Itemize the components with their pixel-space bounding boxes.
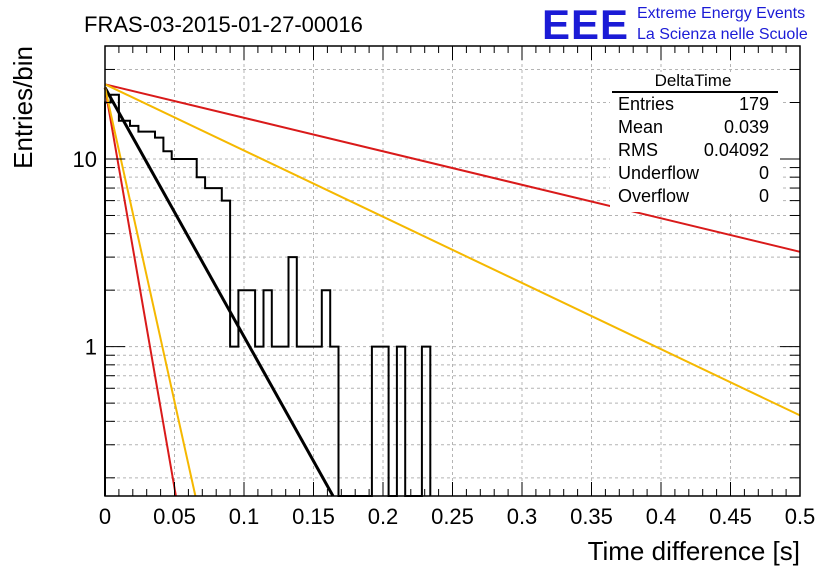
stats-value: 0.039	[724, 117, 769, 137]
x-axis-label: Time difference [s]	[588, 536, 800, 566]
logo-letters: EEE	[542, 1, 629, 48]
fit-line-1	[103, 86, 335, 497]
histogram-outline	[104, 93, 432, 497]
x-tick-label: 0.05	[153, 504, 196, 529]
x-tick-label: 0.25	[431, 504, 474, 529]
fit-line-3	[104, 83, 801, 417]
stats-label: Entries	[618, 94, 674, 114]
x-tick-label: 0.2	[368, 504, 399, 529]
fit-line-2	[104, 83, 801, 253]
stats-value: 0	[759, 163, 769, 183]
x-tick-label: 0.15	[292, 504, 335, 529]
y-tick-label: 1	[85, 335, 97, 360]
axis-ticks	[104, 45, 801, 496]
y-axis-label: Entries/bin	[8, 46, 38, 169]
y-tick-label: 10	[73, 147, 97, 172]
stats-label: RMS	[618, 140, 658, 160]
stats-value: 179	[739, 94, 769, 114]
x-tick-label: 0.3	[507, 504, 538, 529]
logo-line-1: Extreme Energy Events	[637, 5, 805, 22]
x-tick-label: 0	[99, 504, 111, 529]
chart-title: FRAS-03-2015-01-27-00016	[84, 12, 363, 37]
stats-value: 0	[759, 186, 769, 206]
logo-line-2: La Scienza nelle Scuole	[637, 26, 808, 43]
fit-line-4	[104, 87, 177, 497]
x-tick-label: 0.5	[785, 504, 816, 529]
logo: EEE Extreme Energy Events La Scienza nel…	[542, 1, 808, 48]
stats-value: 0.04092	[704, 140, 769, 160]
stats-box: DeltaTime Entries 179 Mean 0.039 RMS 0.04092U…	[610, 71, 780, 212]
fit-line-5	[104, 87, 197, 497]
x-tick-label: 0.35	[570, 504, 613, 529]
stats-box-background	[610, 72, 780, 212]
stats-label: Overflow	[618, 186, 690, 206]
stats-box-title: DeltaTime	[655, 71, 732, 90]
stats-label: Underflow	[618, 163, 700, 183]
fit-curves	[103, 83, 801, 497]
tick-labels: 0 0.05 0.1 0.15 0.2 0.25 0.3 0.35 0.4 0.45 0.5 1 10	[73, 147, 816, 529]
x-tick-label: 0.4	[646, 504, 677, 529]
x-tick-label: 0.45	[709, 504, 752, 529]
histogram	[104, 93, 432, 497]
stats-label: Mean	[618, 117, 663, 137]
x-tick-label: 0.1	[229, 504, 260, 529]
